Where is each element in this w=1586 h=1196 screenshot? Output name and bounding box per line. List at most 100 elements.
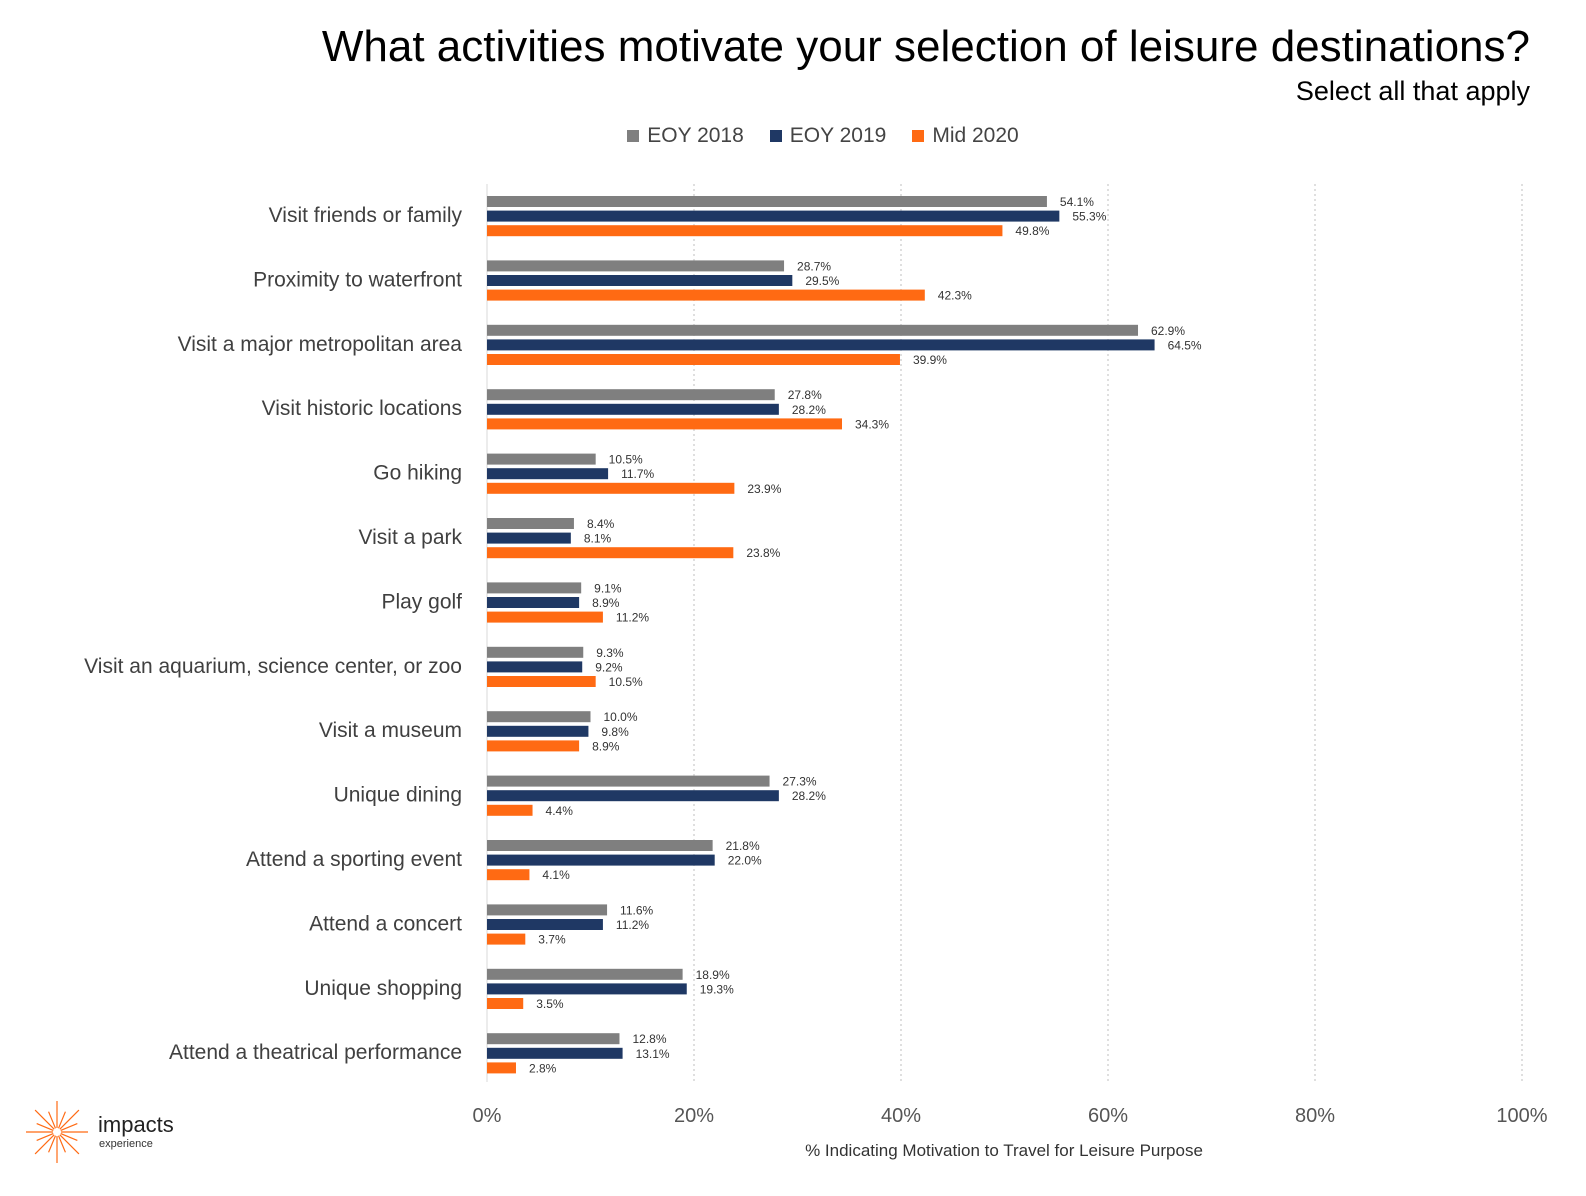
data-label: 9.8% [601, 725, 629, 739]
bar [487, 532, 571, 544]
data-label: 3.7% [538, 933, 566, 947]
chart-subtitle: Select all that apply [1295, 76, 1530, 106]
bar [487, 998, 524, 1009]
data-label: 11.6% [620, 903, 653, 917]
chart-title: What activities motivate your selection … [321, 22, 1530, 71]
data-label: 11.7% [621, 467, 654, 481]
bar [487, 403, 779, 415]
data-label: 23.9% [747, 482, 781, 496]
x-tick-labels: 0% 20% 40% 60% 80% 100% [473, 1105, 1548, 1127]
data-label: 3.5% [536, 997, 564, 1011]
category-label: Proximity to waterfront [253, 268, 462, 291]
data-label: 10.0% [604, 710, 638, 724]
data-label: 62.9% [1151, 324, 1185, 338]
bar [487, 869, 530, 881]
x-tick-label: 80% [1295, 1105, 1335, 1127]
legend-item-eoy-2018: EOY 2018 [627, 124, 744, 148]
bar [487, 547, 734, 559]
category-label: Visit a museum [319, 719, 462, 742]
legend-item-eoy-2019: EOY 2019 [769, 124, 887, 148]
bar [487, 711, 591, 723]
category-label: Visit friends or family [269, 204, 463, 227]
data-label: 19.3% [700, 982, 734, 996]
bar [487, 775, 770, 787]
legend: EOY 2018 EOY 2019 Mid 2020 [30, 124, 1586, 148]
bar [487, 983, 687, 995]
x-tick-label: 100% [1496, 1105, 1547, 1127]
category-labels: Visit friends or family Proximity to wate… [84, 204, 462, 1064]
bar [487, 1062, 516, 1074]
category-label: Visit a major metropolitan area [178, 333, 463, 356]
bar [487, 1033, 620, 1045]
data-label: 28.2% [792, 789, 826, 803]
data-label: 8.4% [587, 517, 615, 531]
data-label: 11.2% [616, 918, 649, 932]
x-tick-label: 40% [881, 1105, 921, 1127]
data-label: 13.1% [636, 1047, 670, 1061]
bar [487, 260, 785, 272]
bar [487, 582, 582, 594]
data-label: 22.0% [728, 854, 762, 868]
data-label: 12.8% [632, 1032, 666, 1046]
category-label: Attend a concert [309, 912, 462, 935]
company-logo: impacts experience [22, 1098, 192, 1168]
bar [487, 933, 526, 945]
bar [487, 354, 900, 365]
data-label: 2.8% [529, 1061, 557, 1075]
bar [487, 482, 735, 494]
bar [487, 661, 583, 673]
legend-label-mid-2020: Mid 2020 [932, 124, 1019, 147]
data-label: 39.9% [913, 353, 947, 367]
data-label: 8.9% [592, 739, 620, 753]
legend-item-mid-2020: Mid 2020 [912, 124, 1019, 148]
bar [487, 418, 843, 430]
data-label: 27.3% [783, 775, 817, 789]
data-label: 29.5% [805, 274, 839, 288]
logo-wordmark: impacts [98, 1112, 174, 1137]
bar [487, 518, 574, 529]
bar [487, 275, 793, 286]
legend-swatch-eoy-2018 [627, 130, 640, 142]
category-label: Go hiking [373, 462, 462, 485]
sunburst-logo-icon [26, 1101, 88, 1163]
bar [487, 611, 603, 623]
data-label: 11.2% [616, 611, 649, 625]
x-tick-label: 20% [674, 1105, 714, 1127]
legend-label-eoy-2018: EOY 2018 [647, 124, 744, 147]
data-label: 54.1% [1060, 195, 1094, 209]
bar [487, 790, 779, 802]
category-label: Unique shopping [304, 977, 462, 1000]
data-label: 28.7% [797, 259, 831, 273]
data-label: 4.1% [542, 868, 570, 882]
bar [487, 210, 1060, 222]
bar [487, 740, 580, 752]
bar [487, 389, 775, 401]
bar [487, 289, 925, 301]
legend-swatch-eoy-2019 [769, 130, 782, 142]
data-label: 8.9% [592, 596, 620, 610]
bar [487, 339, 1155, 351]
bar [487, 453, 596, 465]
data-label: 4.4% [546, 804, 574, 818]
logo-subtext: experience [99, 1138, 153, 1150]
category-label: Attend a theatrical performance [169, 1041, 462, 1064]
bar [487, 840, 713, 851]
legend-label-eoy-2019: EOY 2019 [789, 124, 887, 147]
bar [487, 904, 608, 916]
x-tick-label: 0% [473, 1105, 502, 1127]
category-label: Play golf [381, 590, 462, 613]
x-tick-label: 60% [1088, 1105, 1128, 1127]
data-label: 49.8% [1015, 224, 1049, 238]
data-label: 42.3% [938, 289, 972, 303]
bar [487, 854, 715, 866]
data-label: 34.3% [855, 417, 889, 431]
category-label: Visit historic locations [262, 397, 462, 420]
data-label: 28.2% [792, 403, 826, 417]
category-label: Unique dining [334, 784, 462, 807]
data-label: 9.3% [596, 646, 624, 660]
category-label: Visit an aquarium, science center, or zo… [84, 655, 462, 678]
data-label: 9.2% [595, 660, 623, 674]
data-label: 23.8% [746, 546, 780, 560]
bar [487, 804, 533, 816]
